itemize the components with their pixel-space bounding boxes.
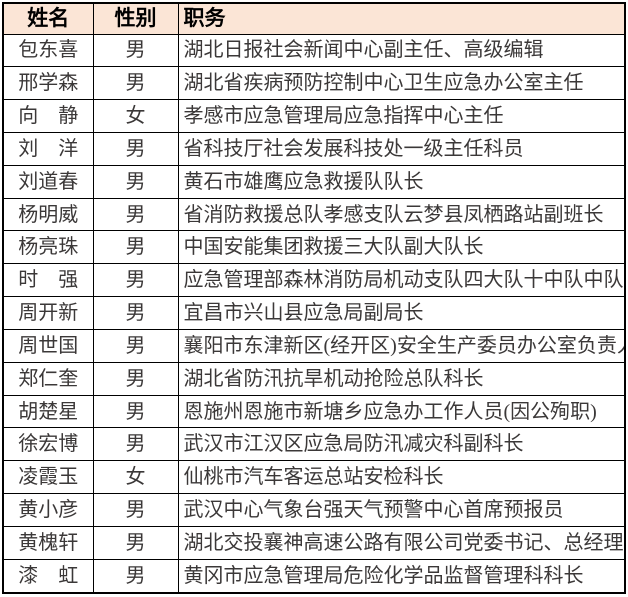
name-cell: 刘 洋 xyxy=(2,131,94,166)
gender-cell: 女 xyxy=(92,460,179,495)
table-row: 杨明威男省消防救援总队孝感支队云梦县凤栖路站副班长 xyxy=(2,197,626,232)
name-cell: 向 静 xyxy=(2,99,94,133)
position-cell: 武汉市江汉区应急局防汛减灾科副科长 xyxy=(177,427,626,462)
table-row: 刘 洋男省科技厅社会发展科技处一级主任科员 xyxy=(2,131,626,166)
name-cell: 邢学森 xyxy=(2,66,94,101)
header-row: 姓名 性别 职务 xyxy=(2,2,626,35)
name-cell: 杨亮珠 xyxy=(2,230,94,265)
name-cell: 胡楚星 xyxy=(2,394,94,429)
table-row: 周开新男宜昌市兴山县应急局副局长 xyxy=(2,296,626,330)
gender-cell: 男 xyxy=(92,230,179,265)
gender-cell: 男 xyxy=(92,361,179,396)
header-cell-name: 姓名 xyxy=(2,2,94,35)
position-cell: 仙桃市汽车客运总站安检科长 xyxy=(177,460,626,495)
header-cell-position: 职务 xyxy=(177,2,626,35)
position-cell: 襄阳市东津新区(经开区)安全生产委员办公室负责人 xyxy=(177,328,626,363)
position-cell: 湖北交投襄神高速公路有限公司党委书记、总经理 xyxy=(177,525,626,560)
table-row: 胡楚星男恩施州恩施市新塘乡应急办工作人员(因公殉职) xyxy=(2,394,626,429)
table-header: 姓名 性别 职务 xyxy=(2,2,626,35)
gender-cell: 男 xyxy=(92,394,179,429)
gender-cell: 男 xyxy=(92,131,179,166)
name-cell: 黄槐轩 xyxy=(2,525,94,560)
position-cell: 应急管理部森林消防局机动支队四大队十中队中队长 xyxy=(177,263,626,298)
gender-cell: 男 xyxy=(92,164,179,199)
position-cell: 孝感市应急管理局应急指挥中心主任 xyxy=(177,99,626,133)
header-cell-gender: 性别 xyxy=(92,2,179,35)
position-cell: 黄冈市应急管理局危险化学品监督管理科科长 xyxy=(177,558,626,594)
gender-cell: 男 xyxy=(92,493,179,527)
name-cell: 周世国 xyxy=(2,328,94,363)
name-cell: 杨明威 xyxy=(2,197,94,232)
name-cell: 漆 虹 xyxy=(2,558,94,594)
position-cell: 中国安能集团救援三大队副大队长 xyxy=(177,230,626,265)
table-row: 郑仁奎男湖北省防汛抗旱机动抢险总队科长 xyxy=(2,361,626,396)
table-row: 凌霞玉女仙桃市汽车客运总站安检科长 xyxy=(2,460,626,495)
name-cell: 郑仁奎 xyxy=(2,361,94,396)
table-row: 包东喜男湖北日报社会新闻中心副主任、高级编辑 xyxy=(2,33,626,68)
position-cell: 黄石市雄鹰应急救援队队长 xyxy=(177,164,626,199)
gender-cell: 男 xyxy=(92,525,179,560)
table-body: 包东喜男湖北日报社会新闻中心副主任、高级编辑 邢学森男湖北省疾病预防控制中心卫生应… xyxy=(2,33,626,594)
table-row: 刘道春男黄石市雄鹰应急救援队队长 xyxy=(2,164,626,199)
name-cell: 凌霞玉 xyxy=(2,460,94,495)
table-row: 时 强男应急管理部森林消防局机动支队四大队十中队中队长 xyxy=(2,263,626,298)
gender-cell: 男 xyxy=(92,263,179,298)
name-cell: 包东喜 xyxy=(2,33,94,68)
gender-cell: 女 xyxy=(92,99,179,133)
name-cell: 黄小彦 xyxy=(2,493,94,527)
table-row: 向 静女孝感市应急管理局应急指挥中心主任 xyxy=(2,99,626,133)
gender-cell: 男 xyxy=(92,197,179,232)
position-cell: 湖北省防汛抗旱机动抢险总队科长 xyxy=(177,361,626,396)
gender-cell: 男 xyxy=(92,33,179,68)
position-cell: 湖北省疾病预防控制中心卫生应急办公室主任 xyxy=(177,66,626,101)
gender-cell: 男 xyxy=(92,558,179,594)
gender-cell: 男 xyxy=(92,328,179,363)
gender-cell: 男 xyxy=(92,427,179,462)
position-cell: 湖北日报社会新闻中心副主任、高级编辑 xyxy=(177,33,626,68)
position-cell: 恩施州恩施市新塘乡应急办工作人员(因公殉职) xyxy=(177,394,626,429)
table-row: 周世国男襄阳市东津新区(经开区)安全生产委员办公室负责人 xyxy=(2,328,626,363)
table-row: 黄小彦男武汉中心气象台强天气预警中心首席预报员 xyxy=(2,493,626,527)
table-row: 黄槐轩男湖北交投襄神高速公路有限公司党委书记、总经理 xyxy=(2,525,626,560)
table-row: 杨亮珠男中国安能集团救援三大队副大队长 xyxy=(2,230,626,265)
table-row: 徐宏博男武汉市江汉区应急局防汛减灾科副科长 xyxy=(2,427,626,462)
name-cell: 徐宏博 xyxy=(2,427,94,462)
name-cell: 周开新 xyxy=(2,296,94,330)
gender-cell: 男 xyxy=(92,296,179,330)
table-row: 漆 虹男黄冈市应急管理局危险化学品监督管理科科长 xyxy=(2,558,626,594)
name-cell: 刘道春 xyxy=(2,164,94,199)
position-cell: 省科技厅社会发展科技处一级主任科员 xyxy=(177,131,626,166)
position-cell: 省消防救援总队孝感支队云梦县凤栖路站副班长 xyxy=(177,197,626,232)
name-cell: 时 强 xyxy=(2,263,94,298)
gender-cell: 男 xyxy=(92,66,179,101)
position-cell: 宜昌市兴山县应急局副局长 xyxy=(177,296,626,330)
position-cell: 武汉中心气象台强天气预警中心首席预报员 xyxy=(177,493,626,527)
table-row: 邢学森男湖北省疾病预防控制中心卫生应急办公室主任 xyxy=(2,66,626,101)
